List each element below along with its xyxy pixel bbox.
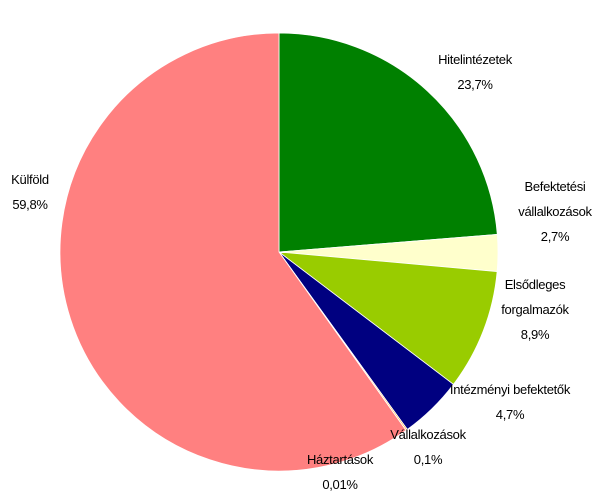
pie-slice	[59, 32, 407, 472]
data-label: Intézményi befektetők 4,7%	[420, 377, 600, 427]
category-label: Külföld	[11, 172, 49, 187]
data-label: Hitelintézetek 23,7%	[415, 47, 535, 97]
pie-slice	[278, 32, 498, 253]
category-label: Elsődleges forgalmazók	[501, 277, 569, 317]
category-label: Intézményi befektetők	[449, 382, 571, 397]
data-label: Elsődleges forgalmazók 8,9%	[490, 272, 580, 347]
data-label: Háztartások 0,01%	[280, 447, 400, 493]
category-label: Befektetési vállalkozások	[518, 179, 592, 219]
data-label: Vállalkozások 0,1%	[368, 422, 488, 472]
value-label: 0,1%	[413, 452, 443, 467]
value-label: 0,01%	[322, 477, 358, 492]
value-label: 23,7%	[457, 77, 493, 92]
value-label: 8,9%	[520, 327, 550, 342]
value-label: 59,8%	[12, 197, 48, 212]
category-label: Hitelintézetek	[438, 52, 512, 67]
data-label: Külföld 59,8%	[0, 167, 60, 217]
category-label: Háztartások	[306, 452, 374, 467]
data-label: Befektetési vállalkozások 2,7%	[505, 174, 600, 249]
category-label: Vállalkozások	[390, 427, 466, 442]
value-label: 2,7%	[540, 229, 570, 244]
pie-slice	[277, 251, 498, 385]
value-label: 4,7%	[495, 407, 525, 422]
